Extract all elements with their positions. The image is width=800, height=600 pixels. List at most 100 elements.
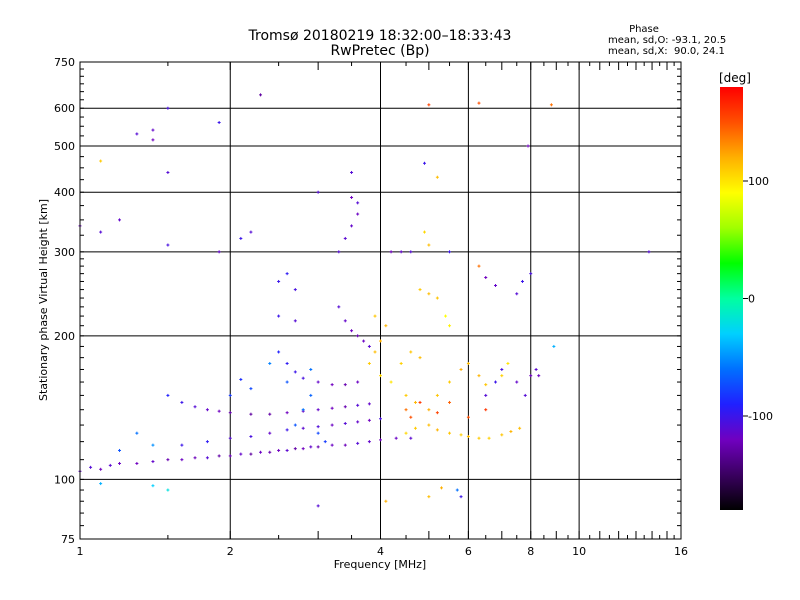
data-point: [389, 250, 393, 254]
scatter-points: [78, 93, 651, 508]
data-point: [330, 406, 334, 410]
data-point: [277, 448, 281, 452]
y-tick-label: 600: [54, 102, 75, 115]
data-point: [316, 504, 320, 508]
data-point: [435, 411, 439, 415]
data-point: [356, 380, 360, 384]
data-point: [330, 423, 334, 427]
data-point: [435, 175, 439, 179]
data-point: [404, 431, 408, 435]
data-point: [249, 230, 253, 234]
x-tick-label: 2: [227, 545, 234, 558]
data-point: [448, 250, 452, 254]
data-point: [379, 438, 382, 442]
data-point: [459, 433, 463, 437]
data-point: [484, 383, 488, 387]
data-point: [330, 383, 334, 387]
data-point: [529, 374, 533, 378]
data-point: [285, 272, 289, 276]
data-point: [301, 447, 305, 451]
data-point: [448, 380, 452, 384]
data-point: [285, 380, 289, 384]
data-point: [277, 279, 281, 283]
colorbar-tick-label: 100: [748, 175, 769, 188]
data-point: [409, 250, 413, 254]
data-point: [494, 380, 498, 384]
phase-info-line2: mean, sd,X: 90.0, 24.1: [608, 46, 725, 57]
y-tick-label: 500: [54, 140, 75, 153]
data-point: [367, 418, 371, 422]
data-point: [239, 452, 243, 456]
data-point: [135, 461, 139, 465]
data-point: [277, 314, 281, 318]
data-point: [350, 195, 354, 199]
y-axis-label: Stationary phase Virtual Height [km]: [37, 199, 50, 401]
data-point: [343, 319, 347, 323]
data-point: [166, 488, 170, 492]
phase-info-header: Phase: [629, 24, 659, 35]
data-point: [500, 367, 504, 371]
data-point: [316, 425, 320, 429]
data-point: [356, 212, 360, 216]
x-axis-label: Frequency [MHz]: [334, 558, 426, 571]
data-point: [394, 436, 398, 440]
data-point: [529, 272, 533, 276]
data-point: [413, 400, 417, 404]
data-point: [228, 411, 232, 415]
data-point: [166, 458, 170, 462]
data-point: [118, 461, 122, 465]
data-point: [399, 361, 403, 365]
data-point: [285, 361, 289, 365]
data-point: [259, 93, 263, 97]
data-point: [151, 128, 155, 132]
data-point: [249, 435, 253, 439]
data-point: [180, 400, 184, 404]
data-point: [99, 467, 103, 471]
data-point: [404, 393, 408, 397]
colorbar-label: [deg]: [719, 71, 751, 85]
data-point: [647, 250, 651, 254]
data-point: [151, 138, 155, 142]
data-point: [477, 374, 481, 378]
data-point: [466, 361, 470, 365]
data-point: [448, 324, 452, 328]
data-point: [316, 431, 320, 435]
data-point: [379, 374, 382, 378]
data-point: [99, 230, 103, 234]
data-point: [427, 408, 431, 412]
data-point: [477, 264, 481, 268]
data-point: [413, 426, 417, 430]
data-point: [500, 433, 504, 437]
data-point: [552, 344, 556, 348]
data-point: [484, 408, 488, 412]
data-point: [108, 463, 112, 467]
data-point: [477, 436, 481, 440]
data-point: [293, 423, 297, 427]
data-point: [316, 445, 320, 449]
data-point: [418, 356, 422, 360]
data-point: [268, 431, 272, 435]
x-tick-label: 6: [465, 545, 472, 558]
data-point: [520, 279, 524, 283]
data-point: [435, 296, 439, 300]
data-point: [427, 243, 431, 247]
data-point: [268, 450, 272, 454]
data-point: [444, 314, 448, 318]
data-point: [316, 380, 320, 384]
data-point: [166, 393, 170, 397]
data-point: [356, 420, 360, 424]
data-point: [409, 436, 413, 440]
data-point: [180, 458, 184, 462]
data-point: [166, 243, 170, 247]
data-point: [427, 292, 431, 296]
data-point: [549, 103, 553, 107]
data-point: [466, 415, 470, 419]
data-point: [367, 361, 371, 365]
data-point: [205, 408, 209, 412]
data-point: [389, 380, 393, 384]
data-point: [356, 334, 360, 338]
chart-title: Tromsø 20180219 18:32:00–18:33:43: [248, 28, 512, 44]
data-point: [404, 408, 408, 412]
data-point: [367, 344, 371, 348]
data-point: [343, 236, 347, 240]
